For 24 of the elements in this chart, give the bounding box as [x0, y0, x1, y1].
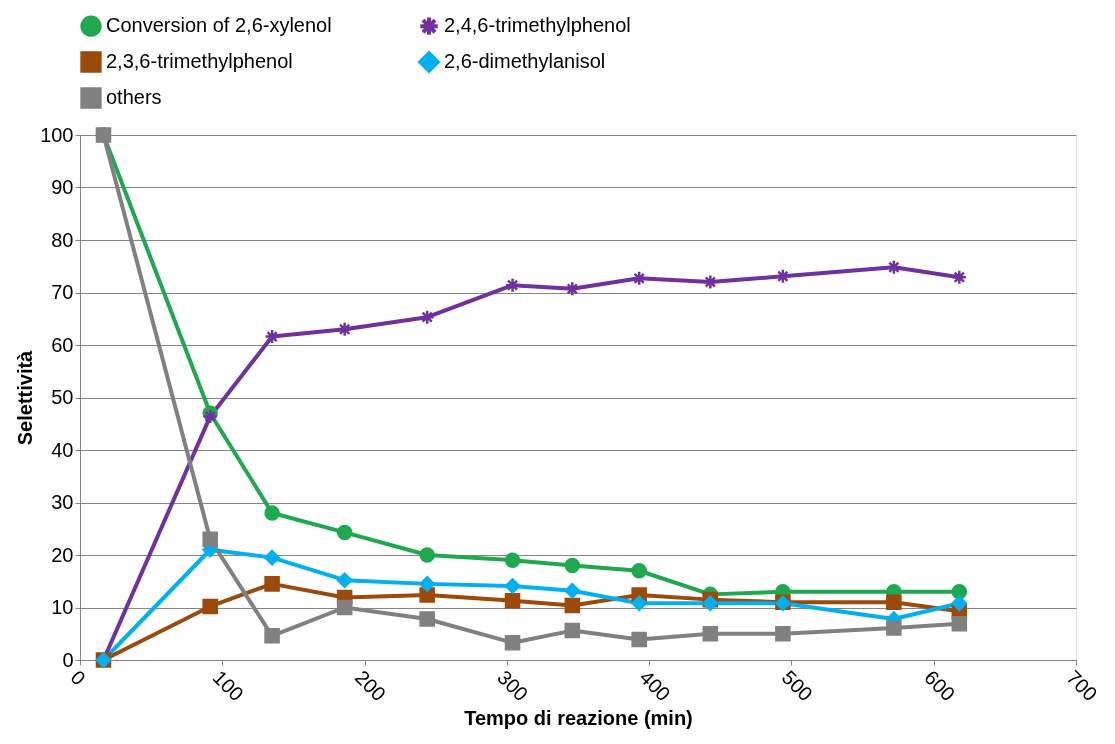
x-axis-title: Tempo di reazione (min) [464, 707, 693, 730]
legend-label: 2,3,6-trimethylphenol [106, 50, 293, 72]
legend-label: others [106, 86, 162, 108]
y-tick-label: 90 [51, 176, 74, 198]
y-tick-label: 70 [51, 281, 74, 303]
y-tick-label: 10 [51, 596, 74, 618]
y-tick-label: 30 [51, 491, 74, 513]
x-tick-label: 300 [493, 666, 533, 706]
x-tick-label: 600 [920, 666, 960, 706]
y-tick-label: 100 [40, 123, 74, 146]
legend-label: 2,6-dimethylanisol [444, 50, 606, 72]
y-tick-label: 60 [51, 333, 74, 356]
y-tick-label: 80 [51, 228, 74, 251]
x-tick-label: 700 [1062, 666, 1102, 706]
x-tick-label: 400 [635, 666, 675, 706]
y-tick-label: 50 [51, 386, 74, 408]
x-tick-label: 500 [777, 666, 817, 706]
x-tick-label: 100 [208, 666, 248, 706]
y-tick-label: 20 [51, 543, 74, 566]
legend-label: Conversion of 2,6-xylenol [106, 14, 332, 37]
x-tick-label: 200 [350, 666, 391, 706]
legend-label: 2,4,6-trimethylphenol [444, 14, 631, 37]
y-tick-label: 40 [51, 438, 74, 461]
y-axis-title: Selettività [14, 349, 37, 446]
